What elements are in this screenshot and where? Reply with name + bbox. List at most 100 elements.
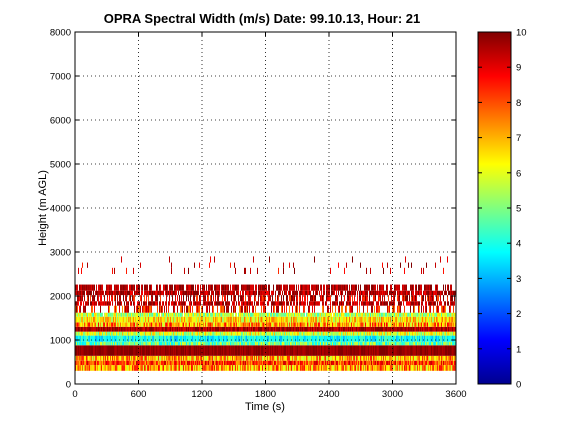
heatmap-cell [201,326,203,332]
heatmap-cell [280,301,282,306]
heatmap-cell [193,335,194,342]
heatmap-cell [386,360,387,366]
heatmap-cell [146,312,147,317]
heatmap-cell [278,301,279,306]
heatmap-cell [357,345,358,356]
heatmap-cell [130,322,131,327]
heatmap-cell [165,322,166,327]
heatmap-cell [359,316,360,323]
heatmap-cell [175,295,176,302]
heatmap-cell [323,301,324,306]
heatmap-cell [451,341,452,346]
heatmap-cell [195,345,196,356]
heatmap-cell [216,360,217,366]
heatmap-cell [411,331,412,336]
heatmap-cell [179,312,180,317]
heatmap-cell [412,312,413,317]
heatmap-cell [197,312,198,317]
heatmap-cell [250,341,251,346]
heatmap-cell [288,301,289,306]
heatmap-cell [119,301,120,306]
heatmap-cell [293,341,294,346]
heatmap-cell [311,345,312,356]
heatmap-cell [243,290,244,296]
heatmap-cell [172,322,173,327]
heatmap-cell [286,312,287,317]
heatmap-cell [290,355,291,361]
heatmap-cell [149,360,150,366]
heatmap-cell [114,335,115,342]
heatmap-cell [98,360,99,366]
heatmap-cell [340,322,341,327]
heatmap-cell [407,326,408,332]
heatmap-cell [321,341,322,346]
heatmap-cell [266,331,267,336]
heatmap-cell [391,341,392,346]
heatmap-cell [445,301,446,306]
heatmap-cell [155,345,156,356]
heatmap-cell [83,326,84,332]
heatmap-cell [133,365,134,371]
heatmap-cell [317,316,318,323]
heatmap-cell [228,360,229,366]
heatmap-cell [185,331,186,336]
heatmap-cell [172,365,173,371]
heatmap-cell [210,316,211,323]
heatmap-cell [204,290,205,296]
heatmap-cell [414,341,415,346]
heatmap-cell [197,365,198,371]
heatmap-cell [191,345,192,356]
heatmap-cell [319,341,320,346]
heatmap-cell [386,301,387,306]
heatmap-cell [270,295,271,302]
heatmap-cell [227,360,228,366]
heatmap-cell [444,335,445,342]
heatmap-cell [412,331,413,336]
heatmap-cell [263,360,264,366]
heatmap-cell [439,316,440,323]
heatmap-cell [125,341,126,346]
heatmap-cell [199,322,200,327]
heatmap-cell [170,335,171,342]
heatmap-cell [224,312,225,317]
heatmap-cell [344,312,345,317]
heatmap-cell [442,316,443,323]
heatmap-cell [290,345,291,356]
heatmap-cell [427,335,428,342]
heatmap-cell [268,365,269,371]
heatmap-cell [357,360,358,366]
heatmap-cell [336,295,337,302]
heatmap-cell [182,301,183,306]
heatmap-cell [298,335,299,342]
heatmap-cell [429,305,430,313]
heatmap-cell [421,312,422,317]
heatmap-cell [447,312,448,317]
heatmap-cell [153,316,154,323]
heatmap-cell [420,345,422,356]
heatmap-cell [370,331,371,336]
heatmap-cell [116,326,117,332]
heatmap-cell [380,301,381,306]
heatmap-cell [342,305,343,313]
heatmap-cell [104,301,105,306]
heatmap-cell [246,305,247,313]
heatmap-cell [247,360,248,366]
heatmap-cell [337,295,338,302]
heatmap-cell [169,331,170,336]
heatmap-cell [212,345,213,356]
heatmap-cell [323,316,324,323]
heatmap-cell [368,335,369,342]
heatmap-cell [162,312,163,317]
heatmap-cell [332,341,333,346]
heatmap-cell [94,365,95,371]
heatmap-cell [284,331,285,336]
heatmap-cell [212,290,213,296]
heatmap-cell [153,331,154,336]
heatmap-cell [261,355,262,361]
heatmap-cell [357,301,358,306]
heatmap-cell [154,316,155,323]
heatmap-cell [120,345,121,356]
heatmap-cell [374,360,375,366]
heatmap-cell [111,316,112,323]
heatmap-cell [243,331,244,336]
